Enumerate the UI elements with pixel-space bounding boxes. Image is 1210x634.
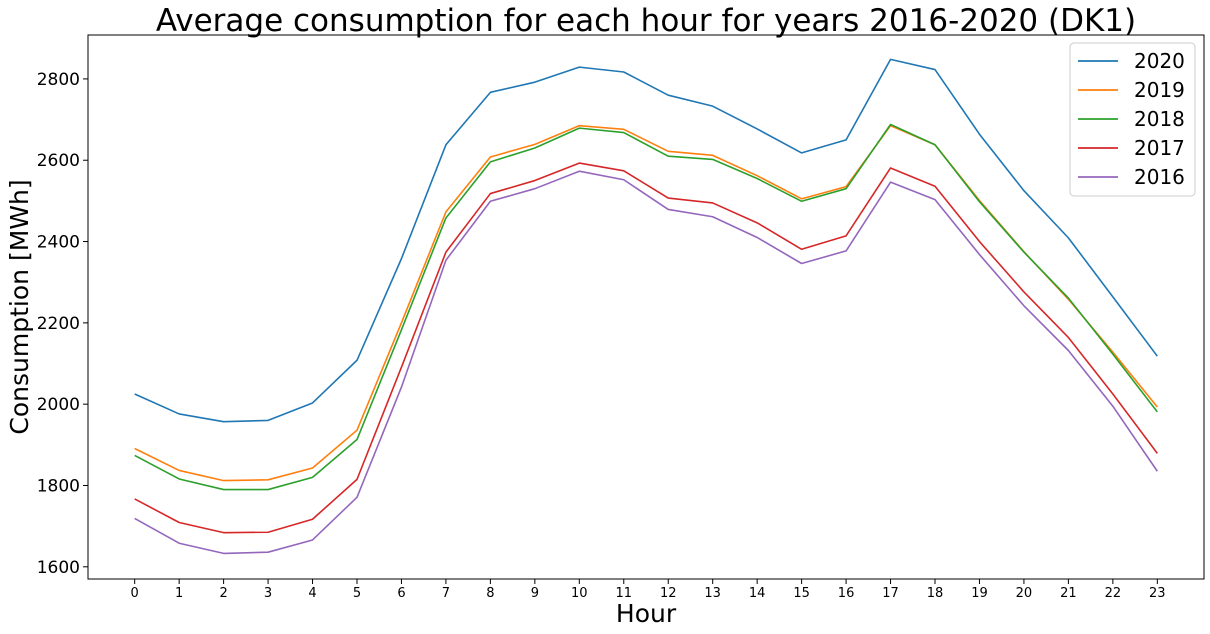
y-tick-label: 2600 bbox=[37, 151, 80, 171]
y-tick-label: 2200 bbox=[37, 314, 80, 334]
y-tick-label: 2000 bbox=[37, 395, 80, 415]
legend: 2020 2019 2018 2017 2016 bbox=[1069, 42, 1196, 197]
x-tick-label: 1 bbox=[175, 586, 183, 601]
legend-label: 2019 bbox=[1134, 78, 1185, 102]
y-tick-label: 1600 bbox=[37, 558, 80, 578]
x-tick-label: 0 bbox=[131, 586, 139, 601]
legend-item-2018: 2018 bbox=[1078, 107, 1185, 131]
x-tick-label: 16 bbox=[838, 586, 855, 601]
x-tick-label: 19 bbox=[971, 586, 988, 601]
x-axis: 0 1 2 3 4 5 6 7 8 9 10 11 12 13 14 15 16 17 18 19 20 21 22 23 bbox=[131, 579, 1166, 601]
x-axis-label: Hour bbox=[616, 599, 677, 628]
legend-label: 2017 bbox=[1134, 136, 1185, 160]
y-axis: 1600 1800 2000 2200 2400 2600 2800 bbox=[37, 70, 88, 578]
x-tick-label: 20 bbox=[1016, 586, 1033, 601]
y-tick-label: 2400 bbox=[37, 233, 80, 253]
series-line-2019 bbox=[134, 124, 1158, 482]
legend-label: 2020 bbox=[1134, 49, 1185, 73]
x-tick-label: 9 bbox=[531, 586, 539, 601]
x-tick-label: 14 bbox=[749, 586, 766, 601]
x-tick-label: 15 bbox=[793, 586, 810, 601]
x-tick-label: 3 bbox=[264, 586, 272, 601]
x-tick-label: 18 bbox=[927, 586, 944, 601]
x-tick-label: 17 bbox=[882, 586, 899, 601]
series-line-2018 bbox=[134, 123, 1158, 491]
series-line-2017 bbox=[134, 162, 1158, 534]
x-tick-label: 13 bbox=[704, 586, 721, 601]
x-tick-label: 4 bbox=[308, 586, 316, 601]
x-tick-label: 22 bbox=[1105, 586, 1122, 601]
y-tick-label: 1800 bbox=[37, 476, 80, 496]
legend-label: 2016 bbox=[1134, 165, 1185, 189]
x-tick-label: 8 bbox=[486, 586, 494, 601]
x-tick-label: 6 bbox=[397, 586, 405, 601]
legend-item-2016: 2016 bbox=[1078, 165, 1185, 189]
chart-title: Average consumption for each hour for ye… bbox=[156, 3, 1136, 39]
y-tick-label: 2800 bbox=[37, 70, 80, 90]
legend-item-2020: 2020 bbox=[1078, 49, 1185, 73]
x-tick-label: 21 bbox=[1060, 586, 1077, 601]
y-axis-label: Consumption [MWh] bbox=[5, 179, 34, 434]
legend-item-2017: 2017 bbox=[1078, 136, 1185, 160]
series-group bbox=[134, 58, 1158, 555]
plot-frame bbox=[87, 34, 1205, 580]
plot-area bbox=[87, 34, 1205, 580]
x-tick-label: 2 bbox=[219, 586, 227, 601]
x-tick-label: 10 bbox=[571, 586, 588, 601]
x-tick-label: 23 bbox=[1149, 586, 1166, 601]
legend-label: 2018 bbox=[1134, 107, 1185, 131]
series-line-2020 bbox=[134, 58, 1158, 423]
x-tick-label: 11 bbox=[615, 586, 632, 601]
legend-box bbox=[1069, 42, 1196, 197]
series-line-2016 bbox=[134, 170, 1158, 555]
x-tick-label: 7 bbox=[442, 586, 450, 601]
legend-item-2019: 2019 bbox=[1078, 78, 1185, 102]
x-tick-label: 12 bbox=[660, 586, 677, 601]
x-tick-label: 5 bbox=[353, 586, 361, 601]
